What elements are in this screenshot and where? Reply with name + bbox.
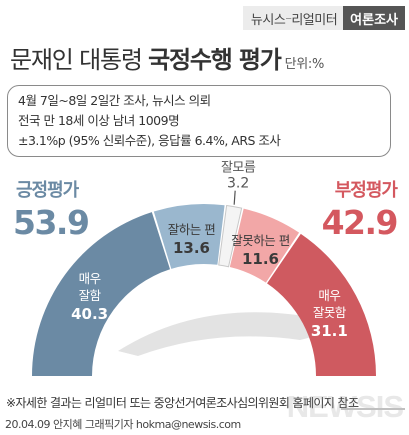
brand-survey: 여론조사: [343, 6, 405, 30]
slice-value-잘모름: 3.2: [227, 176, 249, 192]
watermark-underline: [341, 408, 405, 410]
negative-label: 부정평가: [335, 180, 399, 201]
slice-label-잘모름: 잘모름: [221, 161, 256, 176]
title-regular: 문재인 대통령: [10, 46, 149, 74]
slice-label-잘하는-편: 잘하는 편: [168, 222, 215, 237]
brand-newsis: 뉴시스: [250, 12, 286, 28]
brand-realmeter: 리얼미터: [291, 12, 338, 28]
slice-value-잘못하는-편: 11.6: [242, 250, 279, 268]
arc-shadow: [118, 312, 326, 356]
unit-label: 단위:%: [284, 57, 325, 72]
negative-value: 42.9: [322, 203, 397, 242]
slice-value-매우-잘함: 40.3: [71, 305, 108, 323]
brand-dash: –: [285, 10, 292, 26]
source-tag-left: 뉴시스 – 리얼미터: [242, 6, 344, 30]
slice-잘모름: [218, 204, 243, 268]
slice-value-매우-잘못함: 31.1: [311, 322, 348, 340]
survey-info-box: 4월 7일~8일 2일간 조사, 뉴시스 의뢰 전국 만 18세 이상 남녀 1…: [7, 85, 391, 157]
title-bold: 국정수행 평가: [148, 46, 282, 74]
slice-잘하는-편: [153, 204, 225, 269]
chart-slices: [32, 204, 376, 376]
survey-info-line: ±3.1%p (95% 신뢰수준), 응답률 6.4%, ARS 조사: [18, 133, 281, 148]
slice-잘못하는-편: [229, 208, 300, 283]
survey-info-line: 전국 만 18세 이상 남녀 1009명: [18, 113, 180, 128]
slice-value-잘하는-편: 13.6: [173, 239, 210, 257]
slice-매우-잘함: [32, 212, 171, 376]
slice-label-매우-잘함: 매우: [79, 271, 101, 286]
unknown-leader: [233, 190, 236, 205]
chart-shadow: [118, 312, 326, 356]
slice-label-매우-잘못함: 매우: [318, 288, 340, 303]
survey-info-line: 4월 7일~8일 2일간 조사, 뉴시스 의뢰: [18, 93, 211, 108]
source-tag: 뉴시스 – 리얼미터 여론조사: [242, 6, 405, 30]
positive-value: 53.9: [13, 203, 88, 242]
slice-label-잘못하는-편: 잘못하는 편: [231, 233, 289, 248]
slice-label-매우-잘함: 잘함: [79, 288, 102, 303]
footer-note: ※자세한 결과는 리얼미터 또는 중앙선거여론조사심의위원회 홈페이지 참조: [6, 396, 359, 410]
slice-label-매우-잘못함: 잘못함: [313, 305, 347, 320]
footer-credit: 20.04.09 안지혜 그래픽기자 hokma@newsis.com: [5, 418, 241, 431]
positive-label: 긍정평가: [16, 180, 80, 201]
slice-매우-잘못함: [267, 233, 376, 376]
page-title: 문재인 대통령 국정수행 평가 단위:%: [10, 40, 324, 75]
newsis-watermark: NEWSIS: [286, 389, 404, 424]
